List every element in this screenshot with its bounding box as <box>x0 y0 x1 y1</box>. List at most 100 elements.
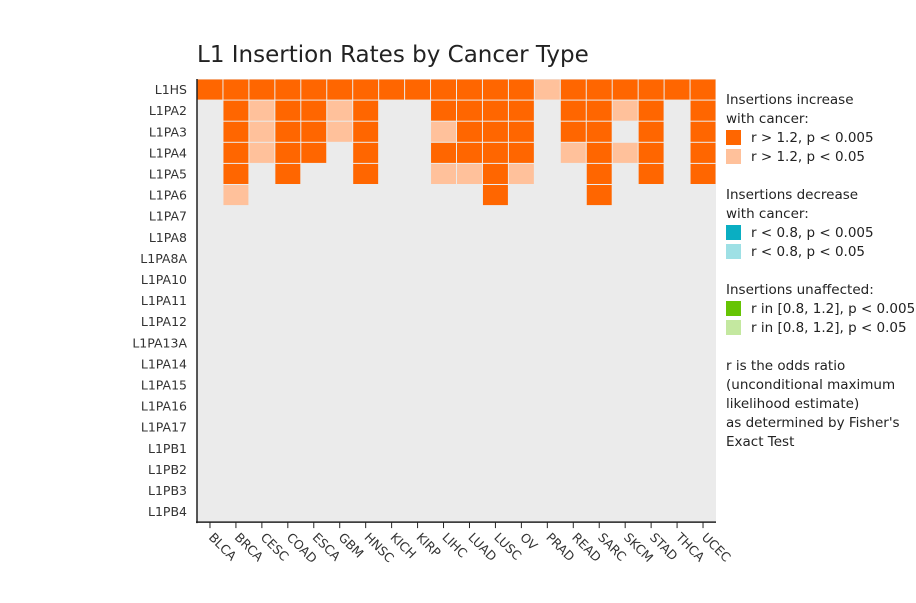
legend-label: r > 1.2, p < 0.05 <box>751 149 865 165</box>
heatmap-cell <box>249 121 275 142</box>
heatmap-cell <box>560 100 586 121</box>
y-tick-label: L1PA2 <box>149 103 187 118</box>
heatmap-cell <box>586 142 612 163</box>
heatmap-cell <box>638 79 664 100</box>
heatmap-cell <box>690 142 716 163</box>
heatmap-cell <box>508 79 534 100</box>
heatmap-cell <box>275 121 301 142</box>
heatmap-cell <box>223 142 249 163</box>
heatmap-cell <box>638 100 664 121</box>
heatmap-cell <box>586 79 612 100</box>
legend-note: r is the odds ratio <box>726 358 845 374</box>
legend-label: r < 0.8, p < 0.05 <box>751 244 865 260</box>
heatmap-cell <box>612 100 638 121</box>
heatmap-cell <box>353 79 379 100</box>
heatmap-cell <box>664 79 690 100</box>
legend-note: (unconditional maximum <box>726 377 895 393</box>
plot-background <box>197 79 716 523</box>
legend-swatch <box>726 320 741 335</box>
legend-label: r in [0.8, 1.2], p < 0.05 <box>751 320 907 336</box>
y-tick-label: L1PA11 <box>141 293 187 308</box>
heatmap-cell <box>223 185 249 206</box>
heatmap-cell <box>482 121 508 142</box>
heatmap-cell <box>638 163 664 184</box>
legend: Insertions increase with cancer: r > 1.2, … <box>726 92 915 450</box>
heatmap-cell <box>327 121 353 142</box>
heatmap-cell <box>379 79 405 100</box>
heatmap-cell <box>405 79 431 100</box>
legend-note: likelihood estimate) <box>726 396 859 412</box>
legend-swatch <box>726 301 741 316</box>
heatmap-cell <box>586 100 612 121</box>
heatmap-cell <box>275 163 301 184</box>
y-tick-label: L1PA8 <box>149 230 187 245</box>
legend-label: r > 1.2, p < 0.005 <box>751 130 874 146</box>
y-tick-label: L1PA10 <box>141 272 187 287</box>
y-tick-label: L1PB2 <box>148 462 187 477</box>
x-tick-label: THCA <box>672 529 708 565</box>
legend-heading: with cancer: <box>726 206 809 222</box>
heatmap-cell <box>327 79 353 100</box>
heatmap-cell <box>431 142 456 163</box>
heatmap-cell <box>690 100 716 121</box>
y-tick-label: L1PA12 <box>141 314 187 329</box>
y-tick-label: L1PA16 <box>141 399 187 414</box>
legend-heading: with cancer: <box>726 111 809 127</box>
heatmap-cell <box>482 185 508 206</box>
heatmap-cell <box>457 100 482 121</box>
heatmap-cell <box>560 142 586 163</box>
heatmap-cell <box>508 142 534 163</box>
heatmap-cell <box>223 163 249 184</box>
heatmap-cell <box>275 142 301 163</box>
heatmap-cell <box>560 121 586 142</box>
heatmap-cell <box>431 163 456 184</box>
y-tick-label: L1PA17 <box>141 420 187 435</box>
heatmap-cell <box>508 121 534 142</box>
legend-note: as determined by Fisher's <box>726 415 900 431</box>
heatmap-cell <box>690 163 716 184</box>
legend-swatch <box>726 130 741 145</box>
y-tick-label: L1PB1 <box>148 441 187 456</box>
x-tick-label: KIRP <box>413 530 444 561</box>
heatmap-cell <box>197 79 223 100</box>
legend-swatch <box>726 225 741 240</box>
heatmap-cell <box>431 100 456 121</box>
x-tick-label: LUAD <box>465 530 499 564</box>
heatmap-cell <box>457 163 482 184</box>
heatmap-cell <box>457 142 482 163</box>
heatmap-cell <box>353 142 379 163</box>
heatmap-cell <box>508 163 534 184</box>
heatmap-cell <box>301 142 327 163</box>
heatmap-cell <box>560 79 586 100</box>
legend-note: Exact Test <box>726 434 794 450</box>
heatmap-cell <box>353 100 379 121</box>
legend-heading: Insertions unaffected: <box>726 282 874 298</box>
y-tick-label: L1PA5 <box>149 166 187 181</box>
legend-heading: Insertions decrease <box>726 187 858 203</box>
x-tick-label: SARC <box>595 530 629 564</box>
legend-label: r in [0.8, 1.2], p < 0.005 <box>751 301 915 317</box>
heatmap-cell <box>457 121 482 142</box>
heatmap-cell <box>482 163 508 184</box>
heatmap-cell <box>223 121 249 142</box>
heatmap-cell <box>249 100 275 121</box>
heatmap-cell <box>482 79 508 100</box>
heatmap-cell <box>612 142 638 163</box>
heatmap-cell <box>431 121 456 142</box>
heatmap-cell <box>690 79 716 100</box>
heatmap-cell <box>586 121 612 142</box>
x-tick-label: BRCA <box>232 530 267 565</box>
heatmap-cell <box>690 121 716 142</box>
legend-heading: Insertions increase <box>726 92 854 108</box>
plot-area: L1HS L1PA2 L1PA3 L1PA4 L1PA5 L1PA6 L1PA7 L1PA8 L… <box>132 79 734 566</box>
y-tick-label: L1PA15 <box>141 377 187 392</box>
heatmap-cell <box>301 100 327 121</box>
heatmap-cell <box>301 121 327 142</box>
y-tick-label: L1PA4 <box>149 145 187 160</box>
y-tick-label: L1PB3 <box>148 483 187 498</box>
heatmap-cell <box>638 121 664 142</box>
heatmap-cell <box>353 121 379 142</box>
heatmap-cell <box>249 142 275 163</box>
x-tick-label: PRAD <box>543 530 578 565</box>
